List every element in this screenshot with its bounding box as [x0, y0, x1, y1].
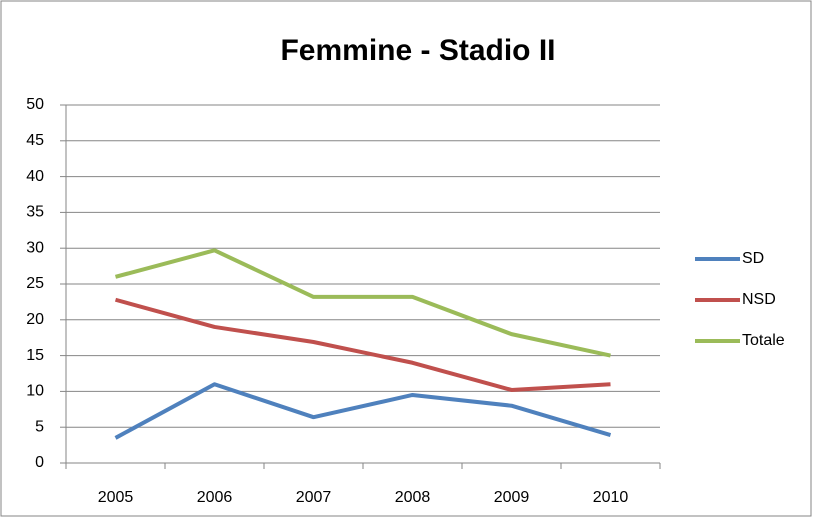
series-line: [114, 382, 612, 440]
y-tick-label: 25: [26, 275, 44, 292]
y-tick-label: 10: [26, 383, 44, 400]
y-tick-label: 30: [26, 239, 44, 256]
y-tick-label: 20: [26, 311, 44, 328]
y-tick-label: 50: [26, 96, 44, 113]
x-tick-label: 2009: [494, 489, 530, 506]
x-tick-label: 2008: [395, 489, 431, 506]
y-tick-label: 35: [26, 204, 44, 221]
x-tick-label: 2005: [98, 489, 134, 506]
legend-label: NSD: [742, 291, 776, 308]
y-tick-label: 5: [35, 418, 44, 435]
y-tick-label: 45: [26, 132, 44, 149]
series-line: [114, 297, 611, 392]
legend-label: Totale: [742, 332, 785, 349]
y-tick-label: 15: [26, 347, 44, 364]
x-tick-label: 2010: [593, 489, 629, 506]
legend-label: SD: [742, 250, 764, 267]
x-tick-label: 2007: [296, 489, 332, 506]
y-tick-label: 0: [35, 454, 44, 471]
chart-title: Femmine - Stadio II: [280, 34, 555, 67]
x-tick-label: 2006: [197, 489, 233, 506]
y-tick-label: 40: [26, 168, 44, 185]
series-line: [114, 248, 611, 358]
